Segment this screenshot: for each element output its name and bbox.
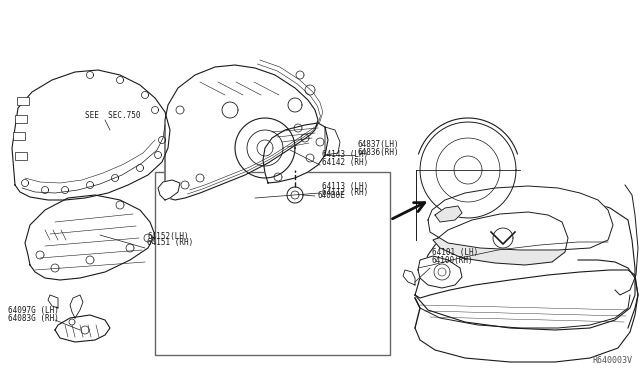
Polygon shape — [415, 198, 635, 330]
Text: 64152(LH): 64152(LH) — [147, 231, 189, 241]
Polygon shape — [428, 186, 613, 250]
Text: 64836(RH): 64836(RH) — [357, 148, 399, 157]
Polygon shape — [403, 270, 415, 285]
Text: SEE  SEC.750: SEE SEC.750 — [85, 110, 141, 119]
Polygon shape — [12, 70, 170, 200]
Polygon shape — [25, 195, 155, 280]
Text: 64142 (RH): 64142 (RH) — [322, 157, 368, 167]
Polygon shape — [48, 295, 58, 308]
Text: 64100(RH): 64100(RH) — [432, 256, 474, 264]
Text: 64837(LH): 64837(LH) — [357, 141, 399, 150]
Text: 64112 (RH): 64112 (RH) — [322, 189, 368, 198]
Text: R640003V: R640003V — [592, 356, 632, 365]
Text: 640B0E: 640B0E — [317, 190, 345, 199]
Polygon shape — [165, 65, 318, 200]
Bar — [15, 115, 27, 123]
Polygon shape — [70, 295, 83, 318]
Polygon shape — [55, 315, 110, 342]
Text: 64097G (LH): 64097G (LH) — [8, 307, 59, 315]
Bar — [13, 132, 25, 140]
Polygon shape — [433, 212, 568, 265]
Bar — [15, 152, 27, 160]
Polygon shape — [418, 256, 462, 288]
Text: 64083G (RH): 64083G (RH) — [8, 314, 59, 323]
Polygon shape — [325, 127, 340, 155]
Bar — [155, 172, 390, 355]
Text: 64113 (LH): 64113 (LH) — [322, 182, 368, 190]
Polygon shape — [263, 123, 328, 183]
Polygon shape — [158, 180, 180, 200]
Polygon shape — [435, 206, 462, 222]
Text: 64143 (LH): 64143 (LH) — [322, 151, 368, 160]
Text: 64151 (RH): 64151 (RH) — [147, 238, 193, 247]
Text: 64101 (LH): 64101 (LH) — [432, 248, 478, 257]
Polygon shape — [415, 270, 638, 328]
Bar — [17, 97, 29, 105]
